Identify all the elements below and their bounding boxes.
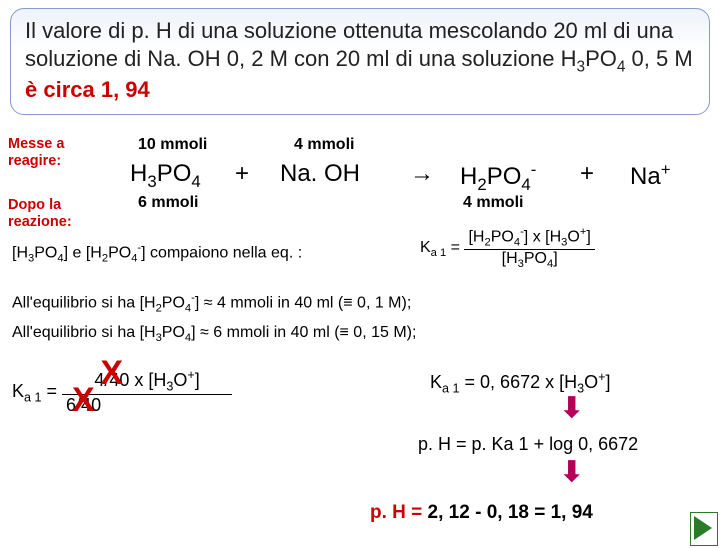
ka1-substituted-equation: Ka 1 = 4/40 x [H3O+] X 6/40 X [12,368,232,416]
ka1-fraction: [H2PO4-] x [H3O+] [H3PO4] [464,226,594,270]
species-h3po4: H3PO4 [130,160,201,192]
title-text-2: PO [585,46,617,71]
ph-label: p. H = [370,502,428,523]
next-slide-button[interactable] [694,516,712,540]
reaction-state-labels: Messe a reagire: Dopo la reazione: [8,136,72,231]
label-reazione: reazione: [8,214,72,231]
down-arrow-icon-1: ⬇ [560,400,583,417]
crossed-40-top: 4/40 x [H3O+] X [94,368,199,394]
line-species-in-eq: [H3PO4] e [H2PO4-] compaiono nella eq. : [12,242,302,265]
label-messe-a: Messe a [8,136,72,153]
crossed-40-bottom: 6/40 X [66,395,101,416]
mmoli-h3po4-after: 6 mmoli [138,194,198,212]
ka1-symbol-2: Ka 1 = [12,381,62,401]
ka1-denominator: [H3PO4] [464,250,594,270]
ph-formula: p. H = p. Ka 1 + log 0, 6672 [418,434,638,455]
title-highlight: è circa 1, 94 [25,77,150,102]
ka1-numerator-2: 4/40 x [H3O+] X [62,368,232,394]
line-equilibrium-h2po4: All'equilibrio si ha [H2PO4-] ≈ 4 mmoli … [12,292,411,315]
line-equilibrium-h3po4: All'equilibrio si ha [H3PO4] ≈ 6 mmoli i… [12,324,416,344]
mmoli-h3po4-before: 10 mmoli [138,136,207,154]
ka1-numerator: [H2PO4-] x [H3O+] [464,226,594,250]
mmoli-naoh-before: 4 mmoli [294,136,354,154]
ka1-symbol: Ka 1 = [420,239,464,256]
species-h2po4-minus: H2PO4- [460,160,536,195]
problem-statement: Il valore di p. H di una soluzione otten… [10,8,710,115]
final-result: p. H = 2, 12 - 0, 18 = 1, 94 [370,502,593,524]
reaction-arrow: → [410,160,434,188]
plus-sign-1: + [235,160,249,188]
plus-sign-2: + [580,160,594,188]
ka1-fraction-2: 4/40 x [H3O+] X 6/40 X [62,368,232,416]
species-na-plus: Na+ [630,160,671,191]
ph-value: 2, 12 - 0, 18 = 1, 94 [428,502,593,523]
label-reagire: reagire: [8,153,72,170]
ka1-general-equation: Ka 1 = [H2PO4-] x [H3O+] [H3PO4] [420,226,595,270]
ka1-numeric-result: Ka 1 = 0, 6672 x [H3O+] [430,370,611,396]
mmoli-h2po4-after: 4 mmoli [463,194,523,212]
species-naoh: Na. OH [280,160,360,188]
title-sub-1: 3 [577,58,586,75]
ka1-denominator-2: 6/40 X [62,394,232,416]
down-arrow-icon-2: ⬇ [560,464,583,481]
title-text-3: 0, 5 M [625,46,692,71]
label-dopo-la: Dopo la [8,197,72,214]
